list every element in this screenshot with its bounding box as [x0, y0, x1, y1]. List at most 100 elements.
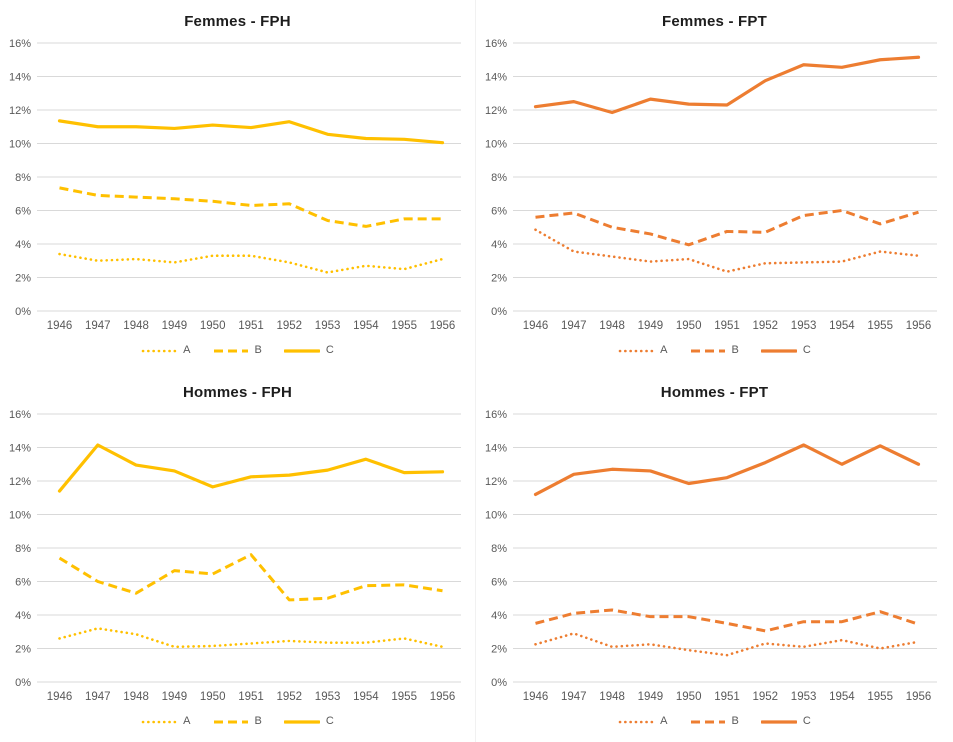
svg-text:16%: 16%: [9, 38, 31, 50]
svg-text:1955: 1955: [391, 691, 417, 703]
svg-text:4%: 4%: [491, 239, 507, 251]
svg-text:2%: 2%: [15, 644, 31, 656]
svg-text:1955: 1955: [867, 320, 893, 332]
chart-femmes-fph: Femmes - FPH 0% 2% 4% 6% 8% 10% 12% 14% 16% 1946 1…: [0, 0, 476, 371]
svg-text:10%: 10%: [9, 139, 31, 151]
svg-text:1952: 1952: [753, 320, 779, 332]
svg-text:1949: 1949: [638, 320, 664, 332]
svg-text:14%: 14%: [485, 72, 507, 84]
svg-text:16%: 16%: [485, 38, 507, 50]
svg-text:8%: 8%: [15, 172, 31, 184]
svg-text:10%: 10%: [9, 510, 31, 522]
svg-text:1950: 1950: [676, 320, 702, 332]
svg-text:8%: 8%: [15, 543, 31, 555]
svg-text:12%: 12%: [485, 105, 507, 117]
legend-item-b: B: [213, 345, 262, 356]
svg-text:0%: 0%: [491, 306, 507, 318]
solid-line-icon: [760, 348, 797, 353]
dotted-line-icon: [618, 720, 654, 723]
svg-text:4%: 4%: [15, 239, 31, 251]
svg-text:8%: 8%: [491, 543, 507, 555]
svg-text:1946: 1946: [47, 320, 73, 332]
chart-title: Hommes - FPH: [182, 384, 293, 401]
legend-item-c: C: [283, 344, 334, 356]
svg-text:14%: 14%: [9, 72, 31, 84]
svg-text:1948: 1948: [123, 320, 149, 332]
svg-text:16%: 16%: [9, 409, 31, 421]
svg-text:1951: 1951: [238, 691, 264, 703]
svg-text:1948: 1948: [123, 691, 149, 703]
dotted-line-icon: [141, 349, 177, 352]
solid-line-icon: [760, 719, 797, 724]
legend-label: B: [731, 715, 739, 727]
plot-area: 0% 2% 4% 6% 8% 10% 12% 14% 16% 1946 1947 1948 1949 19…: [485, 38, 937, 332]
legend-item-b: B: [690, 345, 739, 356]
plot-area: 0% 2% 4% 6% 8% 10% 12% 14% 16% 1946 1947 1948 1949 19…: [9, 409, 461, 703]
svg-text:1953: 1953: [315, 691, 341, 703]
legend: A B C: [476, 345, 953, 356]
legend-item-a: A: [618, 715, 668, 727]
svg-text:14%: 14%: [485, 443, 507, 455]
legend-item-c: C: [760, 716, 811, 727]
svg-text:1954: 1954: [353, 320, 379, 332]
legend-item-c: C: [760, 345, 811, 356]
legend-label: A: [660, 344, 668, 356]
svg-text:1946: 1946: [523, 320, 549, 332]
legend: A B C: [0, 345, 475, 356]
svg-text:14%: 14%: [9, 443, 31, 455]
legend-label: C: [325, 344, 334, 356]
chart-hommes-fpt: Hommes - FPT 0% 2% 4% 6% 8% 10% 12% 14% 16% 1946 1…: [476, 371, 953, 742]
svg-text:10%: 10%: [485, 139, 507, 151]
dotted-line-icon: [141, 720, 177, 723]
svg-text:1953: 1953: [791, 320, 817, 332]
svg-text:12%: 12%: [9, 105, 31, 117]
svg-text:1954: 1954: [829, 320, 855, 332]
dashed-line-icon: [213, 720, 248, 723]
svg-text:6%: 6%: [15, 577, 31, 589]
legend-label: A: [660, 715, 668, 727]
svg-text:0%: 0%: [15, 677, 31, 689]
chart-hommes-fph: Hommes - FPH 0% 2% 4% 6% 8% 10% 12% 14% 16% 1946 1…: [0, 371, 476, 742]
chart-title: Hommes - FPT: [660, 384, 769, 401]
svg-text:6%: 6%: [15, 206, 31, 218]
dashed-line-icon: [213, 349, 248, 352]
chart-title: Femmes - FPH: [184, 13, 291, 30]
legend-label: A: [183, 715, 191, 727]
plot-area: 0% 2% 4% 6% 8% 10% 12% 14% 16% 1946 1947 1948 1949 19…: [9, 38, 461, 332]
svg-text:1954: 1954: [353, 691, 379, 703]
legend-label: A: [183, 344, 191, 356]
svg-text:6%: 6%: [491, 206, 507, 218]
svg-text:1946: 1946: [47, 691, 73, 703]
dashed-line-icon: [690, 720, 725, 723]
svg-text:1952: 1952: [277, 691, 303, 703]
chart-title: Femmes - FPT: [662, 13, 767, 30]
svg-text:1946: 1946: [523, 691, 549, 703]
svg-text:1954: 1954: [829, 691, 855, 703]
svg-text:1956: 1956: [430, 320, 456, 332]
legend-label: B: [254, 715, 262, 727]
svg-text:2%: 2%: [491, 644, 507, 656]
legend-label: C: [325, 715, 334, 727]
svg-text:4%: 4%: [491, 610, 507, 622]
svg-text:1947: 1947: [85, 320, 111, 332]
svg-text:1952: 1952: [277, 320, 303, 332]
svg-text:2%: 2%: [15, 273, 31, 285]
svg-text:1951: 1951: [238, 320, 264, 332]
plot-area: 0% 2% 4% 6% 8% 10% 12% 14% 16% 1946 1947 1948 1949 19…: [485, 409, 937, 703]
legend-label: B: [731, 344, 739, 356]
legend-label: B: [254, 344, 262, 356]
svg-text:12%: 12%: [9, 476, 31, 488]
svg-text:1951: 1951: [714, 691, 740, 703]
legend-item-b: B: [213, 716, 262, 727]
svg-text:8%: 8%: [491, 172, 507, 184]
solid-line-icon: [283, 348, 320, 353]
svg-text:1956: 1956: [906, 691, 932, 703]
svg-text:1955: 1955: [391, 320, 417, 332]
svg-text:1951: 1951: [714, 320, 740, 332]
legend-item-a: A: [141, 344, 191, 356]
svg-text:6%: 6%: [491, 577, 507, 589]
svg-text:1947: 1947: [85, 691, 111, 703]
legend: A B C: [476, 716, 953, 727]
svg-text:1950: 1950: [200, 691, 226, 703]
